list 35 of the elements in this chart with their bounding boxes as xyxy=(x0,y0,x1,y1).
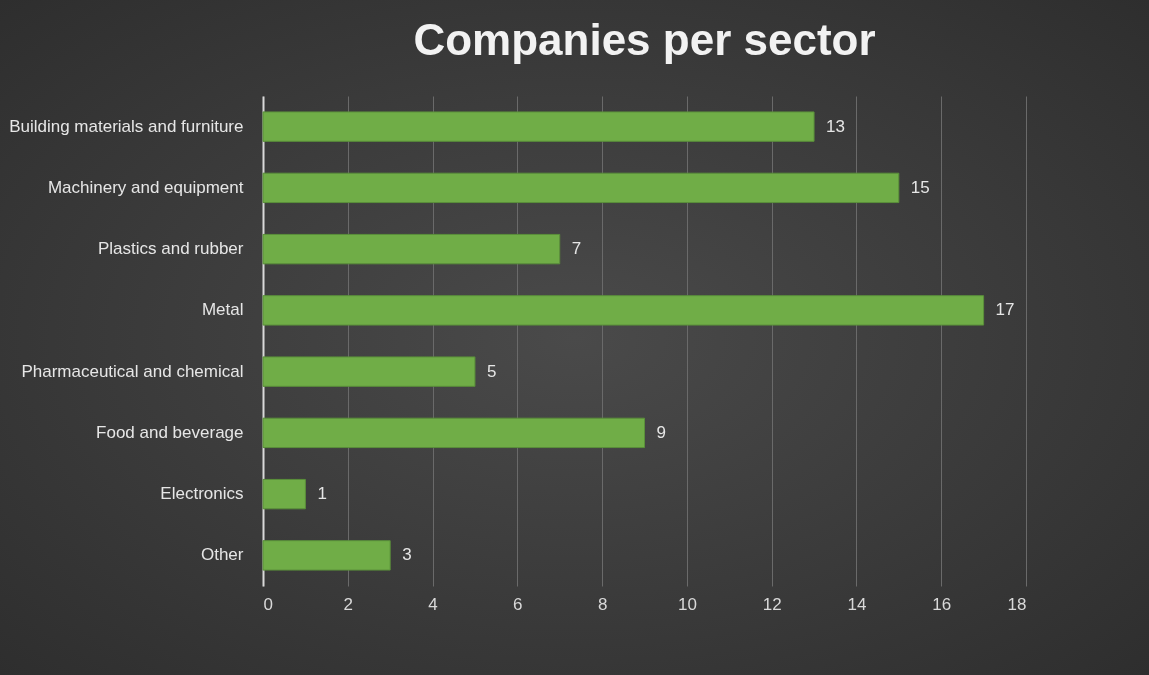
bar xyxy=(262,295,985,326)
x-tick-label: 0 xyxy=(263,594,273,614)
y-tick-label: Building materials and furniture xyxy=(9,116,244,136)
x-tick-label: 12 xyxy=(762,594,782,614)
x-tick-label: 2 xyxy=(343,594,354,614)
data-label: 3 xyxy=(402,545,412,565)
y-tick-label: Metal xyxy=(201,300,244,320)
data-label: 1 xyxy=(317,484,327,504)
chart-title: Companies per sector xyxy=(413,15,876,64)
data-label: 5 xyxy=(486,361,497,381)
bar xyxy=(262,417,645,449)
data-label: 15 xyxy=(910,177,930,197)
y-tick-label: Pharmaceutical and chemical xyxy=(21,361,244,381)
bar xyxy=(262,540,391,571)
y-tick-label: Other xyxy=(200,545,244,565)
bar xyxy=(262,172,900,204)
x-tick-label: 6 xyxy=(513,594,523,614)
x-tick-label: 18 xyxy=(1007,594,1027,614)
bar xyxy=(262,111,815,142)
data-label: 17 xyxy=(995,300,1015,320)
x-tick-label: 16 xyxy=(932,594,952,614)
bar xyxy=(262,478,306,510)
y-tick-label: Machinery and equipment xyxy=(47,177,244,197)
y-tick-label: Plastics and rubber xyxy=(97,239,244,259)
y-tick-label: Food and beverage xyxy=(96,422,244,442)
bar xyxy=(262,233,561,265)
x-tick-label: 8 xyxy=(597,594,608,614)
y-tick-label: Electronics xyxy=(160,484,244,504)
data-label: 13 xyxy=(826,116,845,136)
data-label: 7 xyxy=(571,239,582,259)
data-label: 9 xyxy=(656,422,666,442)
bar xyxy=(262,356,476,387)
x-tick-label: 14 xyxy=(847,594,867,614)
x-tick-label: 10 xyxy=(677,594,697,614)
x-tick-label: 4 xyxy=(428,594,438,614)
